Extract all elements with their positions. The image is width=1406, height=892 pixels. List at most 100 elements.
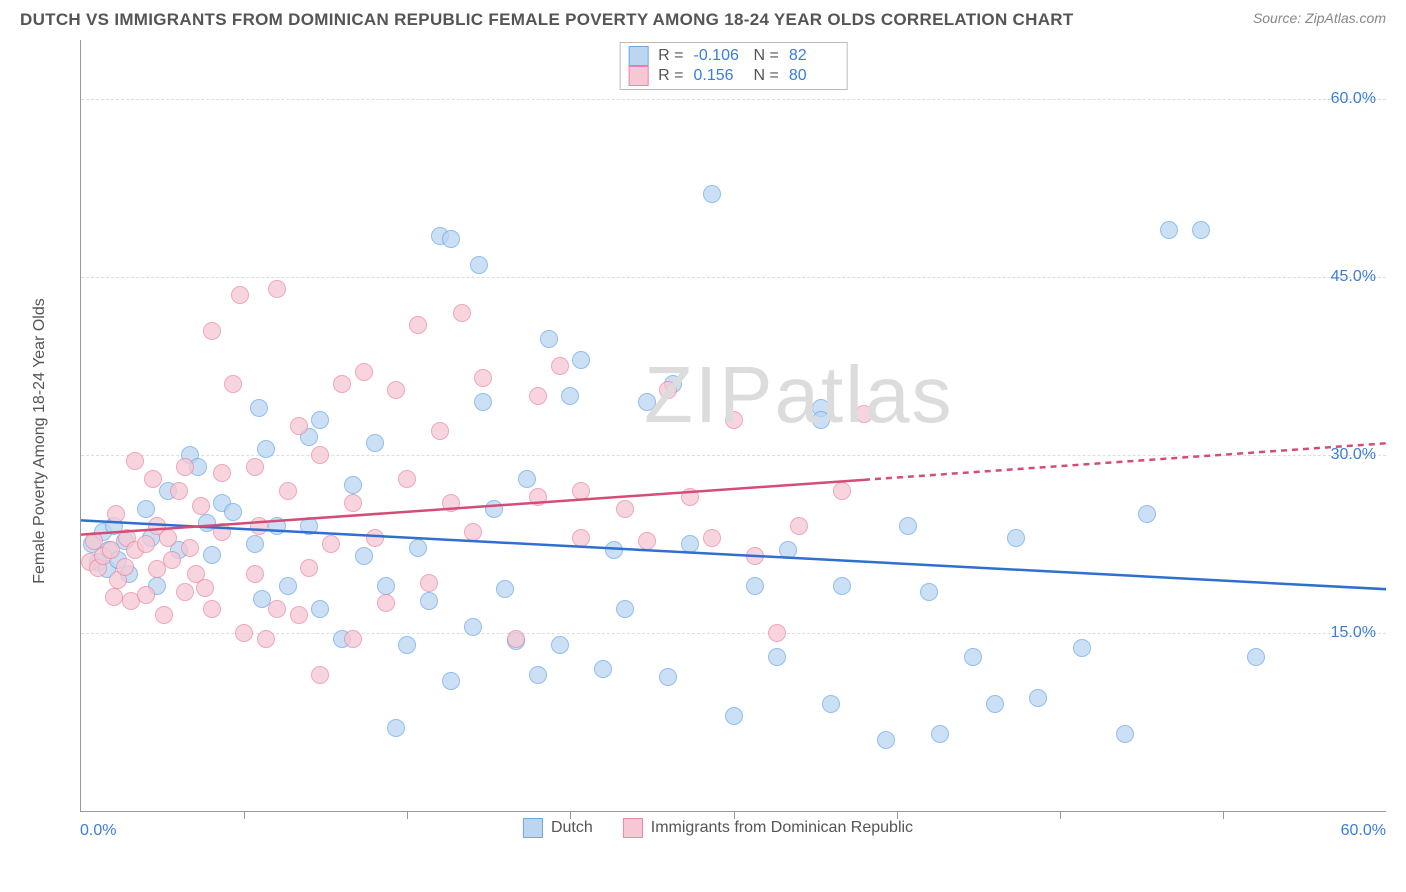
data-point	[768, 624, 786, 642]
data-point	[126, 452, 144, 470]
data-point	[235, 624, 253, 642]
data-point	[529, 488, 547, 506]
data-point	[833, 577, 851, 595]
r-label: R =	[658, 47, 683, 65]
data-point	[102, 541, 120, 559]
gridline	[81, 633, 1386, 634]
data-point	[659, 381, 677, 399]
data-point	[746, 577, 764, 595]
legend-item-dominican: Immigrants from Dominican Republic	[623, 818, 913, 838]
data-point	[572, 482, 590, 500]
data-point	[107, 505, 125, 523]
data-point	[703, 529, 721, 547]
data-point	[638, 532, 656, 550]
data-point	[659, 668, 677, 686]
data-point	[507, 630, 525, 648]
data-point	[768, 648, 786, 666]
data-point	[203, 600, 221, 618]
data-point	[725, 707, 743, 725]
data-point	[246, 535, 264, 553]
data-point	[159, 529, 177, 547]
data-point	[855, 405, 873, 423]
data-point	[877, 731, 895, 749]
correlation-legend-box: R = -0.106 N = 82 R = 0.156 N = 80	[619, 42, 848, 90]
data-point	[322, 535, 340, 553]
swatch-dutch	[628, 46, 648, 66]
y-tick-label: 60.0%	[1331, 90, 1376, 108]
data-point	[725, 411, 743, 429]
data-point	[899, 517, 917, 535]
data-point	[355, 363, 373, 381]
data-point	[746, 547, 764, 565]
data-point	[344, 494, 362, 512]
data-point	[398, 636, 416, 654]
data-point	[681, 535, 699, 553]
data-point	[496, 580, 514, 598]
data-point	[231, 286, 249, 304]
data-point	[311, 446, 329, 464]
data-point	[420, 574, 438, 592]
data-point	[300, 559, 318, 577]
data-point	[366, 529, 384, 547]
data-point	[681, 488, 699, 506]
data-point	[833, 482, 851, 500]
r-label: R =	[658, 67, 683, 85]
data-point	[812, 411, 830, 429]
data-point	[616, 600, 634, 618]
data-point	[181, 539, 199, 557]
data-point	[464, 618, 482, 636]
n-value-dominican: 80	[789, 67, 839, 85]
data-point	[250, 399, 268, 417]
r-value-dutch: -0.106	[694, 47, 744, 65]
data-point	[474, 393, 492, 411]
data-point	[355, 547, 373, 565]
data-point	[931, 725, 949, 743]
gridline	[81, 277, 1386, 278]
data-point	[279, 577, 297, 595]
data-point	[116, 558, 134, 576]
data-point	[920, 583, 938, 601]
data-point	[790, 517, 808, 535]
data-point	[333, 375, 351, 393]
chart-title: DUTCH VS IMMIGRANTS FROM DOMINICAN REPUB…	[20, 10, 1074, 30]
data-point	[196, 579, 214, 597]
data-point	[616, 500, 634, 518]
x-axis-max-label: 60.0%	[1341, 822, 1386, 840]
data-point	[409, 539, 427, 557]
data-point	[398, 470, 416, 488]
data-point	[144, 470, 162, 488]
n-value-dutch: 82	[789, 47, 839, 65]
data-point	[572, 351, 590, 369]
data-point	[268, 280, 286, 298]
plot-region: ZIPatlas R = -0.106 N = 82 R = 0.156 N =…	[80, 40, 1386, 812]
data-point	[540, 330, 558, 348]
data-point	[163, 551, 181, 569]
data-point	[250, 517, 268, 535]
swatch-dominican	[628, 66, 648, 86]
data-point	[213, 464, 231, 482]
data-point	[1073, 639, 1091, 657]
source-label: Source: ZipAtlas.com	[1253, 10, 1386, 26]
data-point	[431, 422, 449, 440]
x-tick	[1223, 811, 1224, 819]
data-point	[344, 476, 362, 494]
data-point	[474, 369, 492, 387]
correlation-row-dominican: R = 0.156 N = 80	[628, 66, 839, 86]
r-value-dominican: 0.156	[694, 67, 744, 85]
data-point	[485, 500, 503, 518]
data-point	[442, 494, 460, 512]
data-point	[409, 316, 427, 334]
x-tick	[1060, 811, 1061, 819]
data-point	[1160, 221, 1178, 239]
x-axis-min-label: 0.0%	[80, 822, 116, 840]
data-point	[453, 304, 471, 322]
legend-label-dominican: Immigrants from Dominican Republic	[651, 819, 913, 837]
y-tick-label: 45.0%	[1331, 268, 1376, 286]
data-point	[377, 594, 395, 612]
data-point	[290, 417, 308, 435]
data-point	[290, 606, 308, 624]
data-point	[518, 470, 536, 488]
data-point	[1138, 505, 1156, 523]
n-label: N =	[754, 67, 779, 85]
data-point	[176, 583, 194, 601]
